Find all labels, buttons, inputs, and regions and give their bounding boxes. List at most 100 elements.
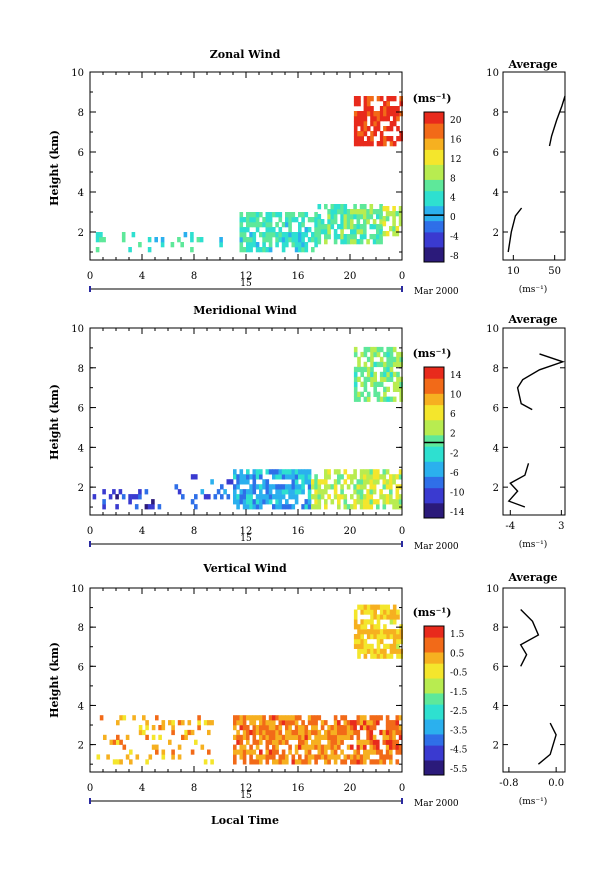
heatmap-cell — [398, 206, 403, 212]
heatmap-cell — [353, 376, 358, 382]
heatmap-cell — [359, 239, 364, 245]
day-label: 15 — [240, 279, 252, 289]
heatmap-cell — [389, 619, 394, 625]
heatmap-cell — [372, 499, 377, 505]
heatmap-cell — [392, 629, 397, 635]
heatmap-cell — [203, 494, 208, 500]
colorbar-segment — [424, 168, 444, 173]
heatmap-cell — [373, 391, 377, 397]
colorbar-segment — [424, 465, 444, 470]
heatmap-cell — [392, 744, 396, 750]
heatmap-cell — [353, 346, 358, 353]
heatmap-cell — [161, 754, 166, 760]
heatmap-cell — [372, 219, 377, 225]
heatmap-cell — [376, 351, 381, 358]
heatmap-cell — [314, 237, 318, 243]
heatmap-cell — [382, 484, 387, 490]
heatmap-cell — [327, 725, 331, 731]
y-tick-label: 10 — [71, 584, 84, 595]
heatmap-cell — [298, 734, 302, 740]
heatmap-cell — [262, 734, 266, 740]
heatmap-cell — [353, 121, 358, 127]
heatmap-cell — [275, 494, 279, 500]
heatmap-cell — [370, 634, 374, 640]
colorbar-segment — [424, 408, 444, 413]
heatmap-cell — [168, 720, 172, 726]
heatmap-cell — [262, 494, 266, 500]
colorbar-segment — [424, 250, 444, 255]
heatmap-cell — [379, 609, 384, 615]
heatmap-cell — [298, 469, 302, 475]
heatmap-cell — [151, 734, 156, 740]
heatmap-cell — [379, 224, 383, 230]
heatmap-cell — [399, 629, 403, 635]
heatmap-cell — [353, 489, 357, 495]
heatmap-cell — [343, 239, 348, 245]
heatmap-cell — [268, 739, 273, 745]
heatmap-cell — [392, 121, 397, 127]
colorbar-segment — [424, 674, 444, 679]
heatmap-cell — [395, 231, 400, 237]
heatmap-cell — [275, 729, 279, 736]
colorbar-label: -6 — [450, 469, 459, 479]
colorbar-segment — [424, 453, 444, 458]
heatmap-cell — [376, 479, 380, 485]
heatmap-cell — [278, 504, 283, 510]
heatmap-cell — [363, 648, 368, 654]
heatmap-cell — [304, 744, 309, 750]
heatmap-cell — [366, 136, 371, 142]
heatmap-cell — [255, 217, 260, 223]
heatmap-cell — [333, 234, 338, 240]
heatmap-cell — [236, 484, 240, 490]
heatmap-cell — [307, 499, 312, 505]
heatmap-cell — [395, 474, 400, 480]
heatmap-cell — [340, 219, 344, 225]
heatmap-cell — [376, 648, 381, 654]
heatmap-cell — [121, 237, 126, 243]
y-tick-label: 6 — [78, 662, 84, 673]
heatmap-cell — [369, 759, 374, 765]
heatmap-cell — [324, 749, 328, 755]
heatmap-cell — [366, 96, 371, 102]
colorbar-segment — [424, 763, 444, 768]
heatmap-cell — [366, 469, 370, 475]
heatmap-cell — [255, 227, 260, 233]
heatmap-cell — [259, 759, 263, 765]
average-y-tick-label: 8 — [493, 108, 499, 119]
heatmap-cell — [343, 479, 348, 485]
heatmap-cell — [142, 715, 146, 721]
heatmap-cell — [121, 232, 126, 238]
heatmap-cell — [369, 504, 374, 510]
heatmap-cell — [314, 212, 318, 218]
heatmap-cell — [314, 242, 318, 248]
heatmap-cell — [383, 643, 387, 649]
heatmap-cell — [369, 489, 374, 495]
heatmap-cell — [359, 739, 364, 745]
heatmap-cell — [171, 754, 175, 760]
colorbar-segment — [424, 235, 444, 240]
x-tick-label: 0 — [399, 783, 405, 794]
heatmap-cell — [317, 484, 322, 490]
heatmap-cell — [396, 111, 400, 117]
heatmap-cell — [210, 759, 214, 765]
heatmap-cell — [396, 361, 400, 368]
heatmap-cell — [294, 759, 299, 765]
heatmap-cell — [102, 499, 106, 505]
colorbar-label: -8 — [450, 252, 459, 262]
heatmap-cell — [392, 643, 397, 649]
heatmap-cell — [288, 232, 292, 238]
heatmap-cell — [288, 474, 292, 480]
heatmap-cell — [262, 754, 266, 760]
heatmap-cell — [320, 744, 325, 750]
heatmap-cell — [268, 720, 273, 726]
heatmap-cell — [272, 739, 276, 745]
heatmap-cell — [357, 634, 361, 640]
heatmap-cell — [396, 381, 400, 387]
heatmap-cell — [353, 720, 357, 726]
heatmap-cell — [278, 217, 283, 223]
heatmap-cell — [220, 484, 224, 490]
colorbar-segment — [424, 202, 444, 207]
heatmap-cell — [389, 136, 394, 142]
heatmap-cell — [363, 484, 367, 490]
